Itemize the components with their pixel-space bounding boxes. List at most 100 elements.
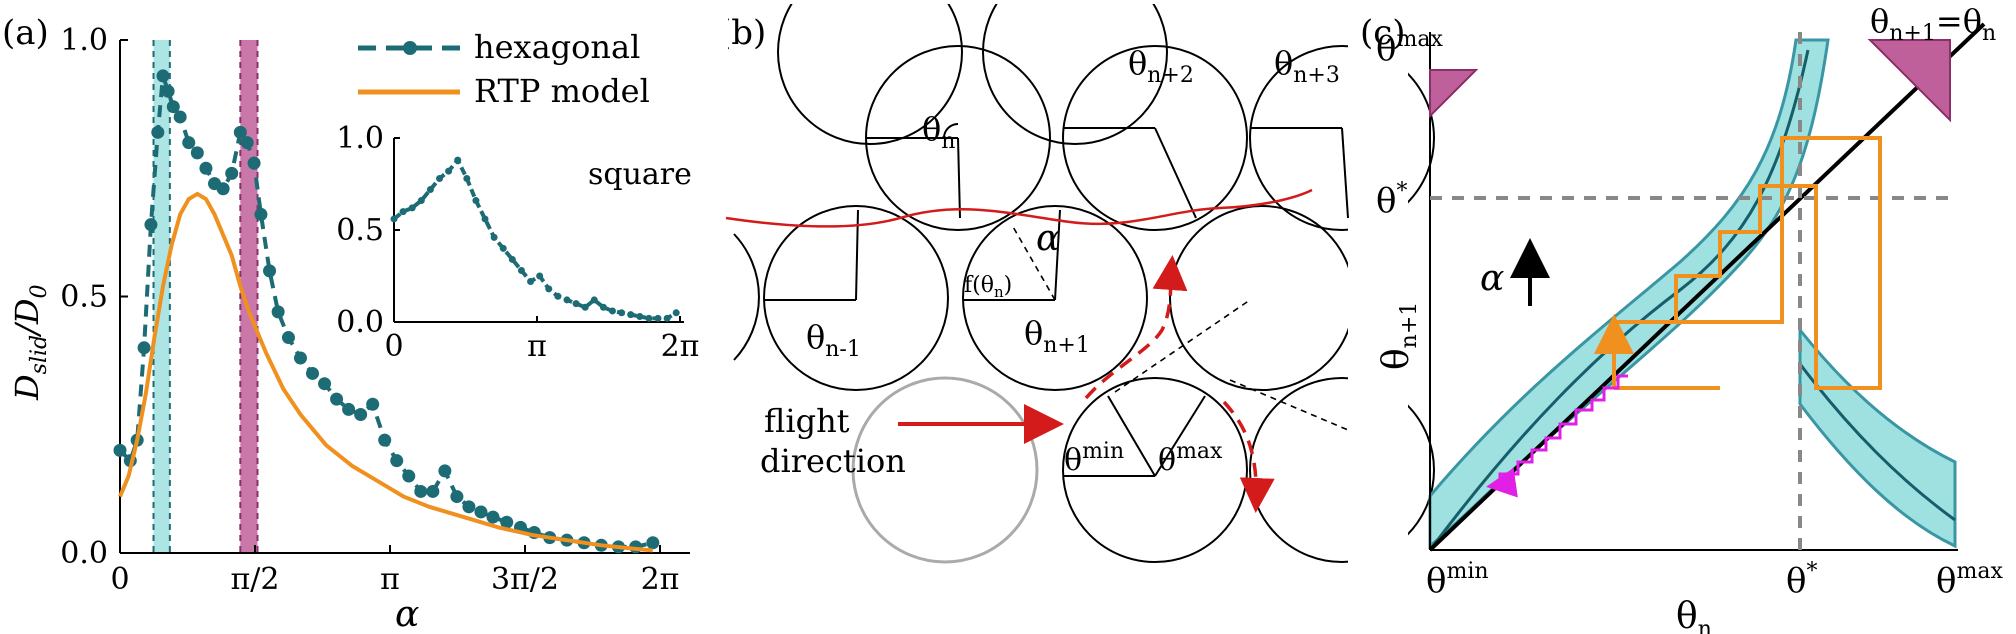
disk-theta-nm1 [763,205,949,391]
x-tick-label: π [380,562,400,597]
x-tick-label: π/2 [231,562,280,597]
y-tick-label: 0.0 [60,536,108,571]
inset-series [390,156,680,322]
label-flight: flight [764,402,850,440]
label-theta-n2: θn+2 [1128,44,1194,88]
inset-data-point [426,186,434,194]
angle-lines [764,123,1349,477]
label-diagonal: θn+1=θn [1870,2,1996,46]
inset-data-point [636,312,644,320]
inset-x-tick-label: 2π [661,329,700,364]
data-point [646,536,660,550]
inset-data-point [399,208,407,216]
data-point [414,484,428,498]
label-theta-nm1: θn-1 [806,318,861,362]
disk-partial [733,233,760,361]
label-direction: direction [760,442,906,480]
inset-data-point [572,300,580,308]
inset-data-point [608,307,616,315]
cobweb-magenta [1498,374,1628,486]
label-theta-star-y: θ* [1376,179,1407,221]
inset-data-point [618,309,626,317]
label-f-theta: f(θn) [964,273,1012,301]
inset-data-point [454,156,462,164]
data-point [151,125,165,139]
trajectory-arrow [1084,255,1188,400]
data-point [137,341,151,355]
label-theta-max-y: θmax [1376,27,1443,69]
svg-text:θn+1: θn+1 [1376,302,1422,370]
inset-data-point [390,215,398,223]
xlabel-a: α [395,594,419,634]
data-point [450,490,464,504]
inset-y-tick-label: 0.5 [336,213,384,248]
inset-data-point [627,311,635,319]
data-point [438,464,452,478]
disk-theta-minmax [1062,377,1248,563]
inset-data-point [508,255,516,263]
label-theta-min: θmin [1064,439,1124,478]
data-point [330,392,344,406]
inset-data-point [599,303,607,311]
series-line-rtp-model [118,191,654,553]
axes-a-ticks: 0 π/2 π 3π/2 2π 0.0 0.5 1.0 [60,23,679,597]
panel-a: (a) 0 π/2 π 3π/2 2π 0.0 0.5 1.0 hexagonal RTP m… [2,13,699,634]
disk [777,0,963,145]
data-point [318,377,332,391]
legend-hexagonal-marker [403,41,417,55]
data-point [254,207,268,221]
x-tick-label: 0 [110,562,129,597]
data-point [113,443,127,457]
panel-b: (b) [706,0,1435,634]
cobweb-orange [1612,136,1882,390]
data-point [166,100,180,114]
data-point [225,166,239,180]
data-point [190,146,204,160]
data-point [293,351,307,365]
inset-data-point [581,303,589,311]
data-point [156,69,170,83]
inset-data-point [499,244,507,252]
inset-data-point [517,266,525,274]
disk [982,0,1168,145]
data-point [216,182,230,196]
inset-data-point [663,314,671,322]
tick-theta-star: θ* [1786,559,1817,601]
tick-theta-min: θmin [1426,559,1489,601]
inset-ticks: 0 π 2π 0.0 0.5 1.0 [336,121,699,364]
map-curve-left [1428,49,1810,551]
panel-a-label: (a) [2,13,49,53]
x-tick-label: 2π [641,562,680,597]
data-point [378,433,392,447]
corner-triangle-left [1429,69,1479,119]
data-point [306,366,320,380]
data-point [233,125,247,139]
svg-text:Dslid/D0: Dslid/D0 [8,284,52,401]
trajectory-line [725,188,1313,228]
data-point [182,136,196,150]
inset-data-point [463,174,471,182]
data-point [199,161,213,175]
y-tick-label: 1.0 [60,23,108,58]
data-point [390,454,404,468]
inset: 0 π 2π 0.0 0.5 1.0 square [336,121,699,364]
inset-label: square [588,157,692,192]
disk-theta-np1 [962,205,1148,391]
legend-rtp-label: RTP model [474,72,650,110]
data-point [366,397,380,411]
data-point [144,218,158,232]
tick-theta-max: θmax [1936,559,2003,601]
xlabel-c: θn [1676,596,1712,634]
legend: hexagonal RTP model [358,28,650,110]
inset-data-point [563,296,571,304]
disk-theta-n3 [1249,45,1435,231]
data-point [474,505,488,519]
ylabel-a: Dslid/D0 [8,284,52,401]
data-point [402,469,416,483]
legend-hexagonal-label: hexagonal [474,28,640,66]
data-point [263,264,277,278]
data-point [486,510,500,524]
data-point [500,515,514,529]
inset-data-point [536,272,544,280]
